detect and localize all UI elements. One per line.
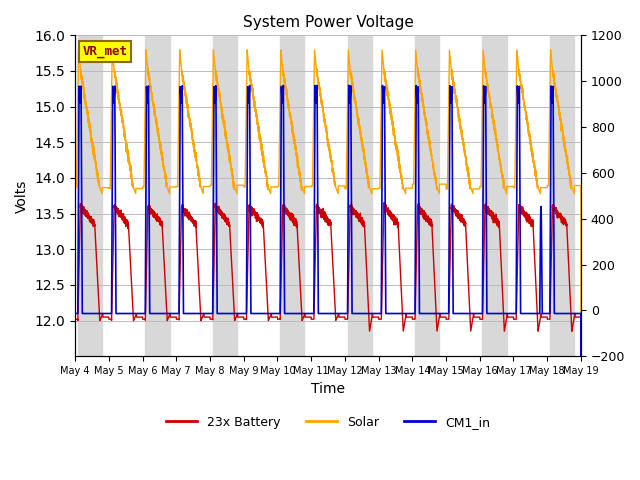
- Bar: [550, 36, 574, 356]
- Title: System Power Voltage: System Power Voltage: [243, 15, 413, 30]
- Bar: [483, 36, 507, 356]
- Y-axis label: Volts: Volts: [15, 179, 29, 213]
- Bar: [415, 36, 439, 356]
- Bar: [145, 36, 170, 356]
- Bar: [78, 36, 102, 356]
- Bar: [280, 36, 305, 356]
- Text: VR_met: VR_met: [83, 45, 128, 58]
- Legend: 23x Battery, Solar, CM1_in: 23x Battery, Solar, CM1_in: [161, 411, 495, 434]
- Bar: [212, 36, 237, 356]
- X-axis label: Time: Time: [311, 382, 345, 396]
- Bar: [348, 36, 372, 356]
